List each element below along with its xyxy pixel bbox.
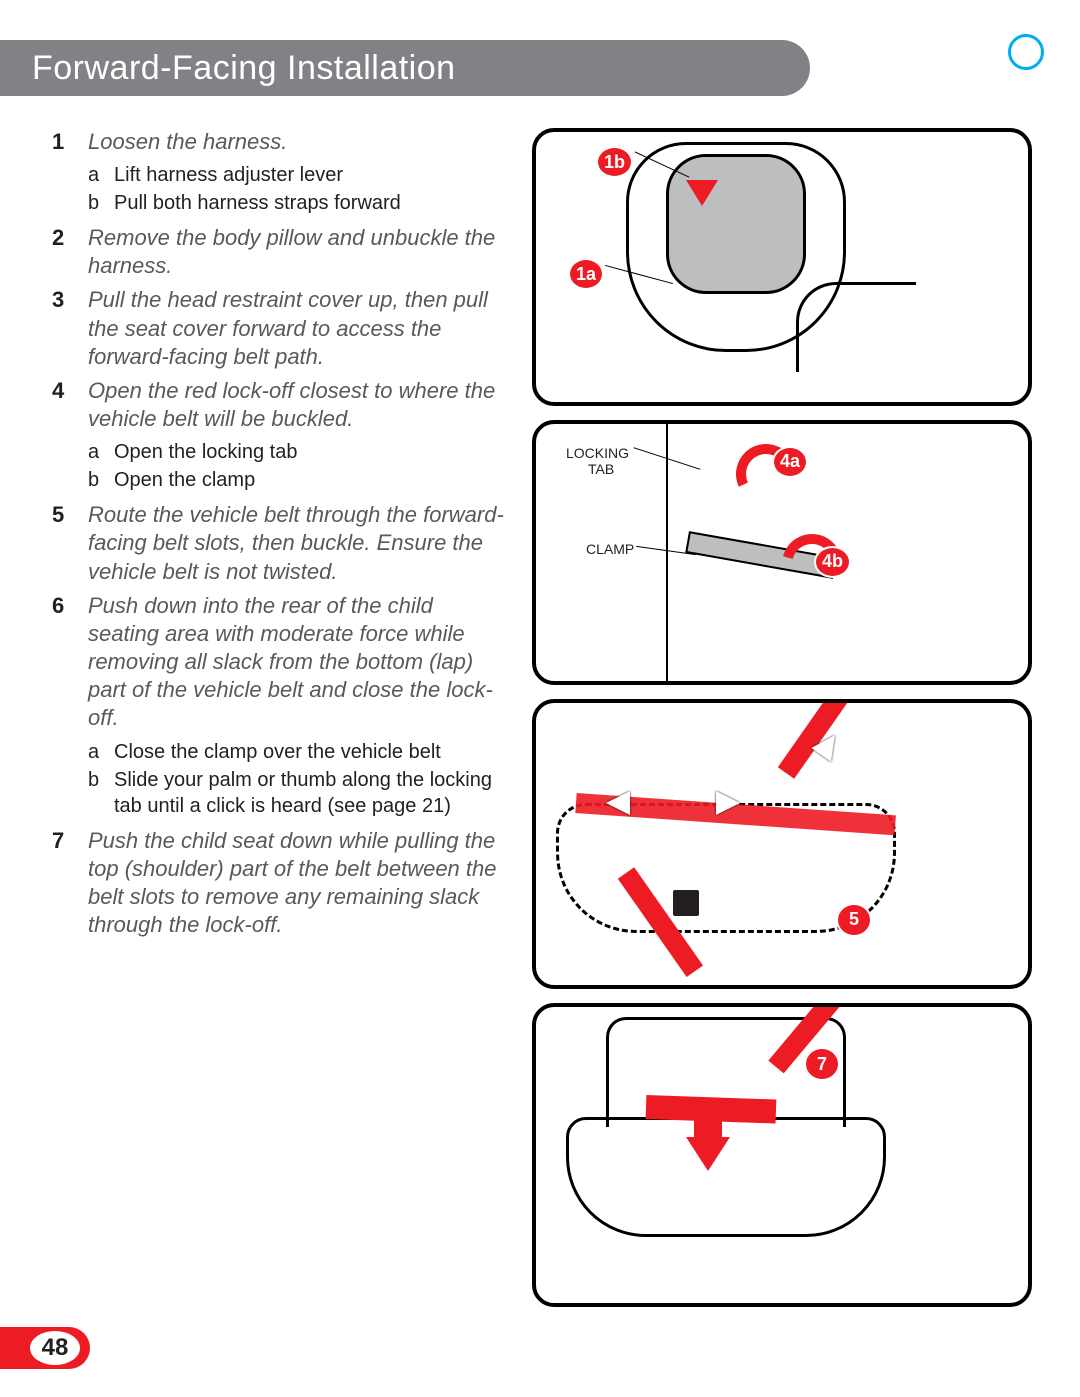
instruction-list: 1 Loosen the harness. a Lift harness adj… (48, 128, 508, 1307)
step-6-subs: a Close the clamp over the vehicle belt … (88, 739, 508, 819)
figure-3: 5 (532, 699, 1032, 990)
substep-text: Slide your palm or thumb along the locki… (114, 767, 508, 819)
substep-text: Close the clamp over the vehicle belt (114, 739, 508, 765)
substep-letter: a (88, 439, 114, 465)
info-circle-icon (1008, 34, 1044, 70)
step-text: Pull the head restraint cover up, then p… (88, 286, 508, 370)
step-text: Push the child seat down while pulling t… (88, 827, 508, 940)
substep-text: Open the clamp (114, 467, 508, 493)
step-number: 4 (48, 377, 88, 433)
step-number: 5 (48, 501, 88, 585)
substep-letter: b (88, 190, 114, 216)
step-4: 4 Open the red lock-off closest to where… (48, 377, 508, 433)
step-text: Remove the body pillow and unbuckle the … (88, 224, 508, 280)
content-area: 1 Loosen the harness. a Lift harness adj… (48, 128, 1032, 1307)
callout-4a: 4a (772, 446, 808, 478)
callout-1b: 1b (596, 146, 633, 178)
label-tab: TAB (588, 462, 614, 477)
figure-2: LOCKING TAB CLAMP 4a 4b (532, 420, 1032, 685)
substep-text: Pull both harness straps forward (114, 190, 508, 216)
figure-column: 1b 1a LOCKING TAB CLAMP 4a 4b (532, 128, 1032, 1307)
page-title: Forward-Facing Installation (32, 49, 456, 88)
step-5: 5 Route the vehicle belt through the for… (48, 501, 508, 585)
figure-1: 1b 1a (532, 128, 1032, 406)
substep: a Close the clamp over the vehicle belt (88, 739, 508, 765)
substep-letter: a (88, 739, 114, 765)
substep: a Lift harness adjuster lever (88, 162, 508, 188)
step-number: 6 (48, 592, 88, 733)
page-number: 48 (30, 1331, 80, 1365)
step-2: 2 Remove the body pillow and unbuckle th… (48, 224, 508, 280)
step-1: 1 Loosen the harness. (48, 128, 508, 156)
substep-letter: b (88, 467, 114, 493)
substep-text: Open the locking tab (114, 439, 508, 465)
step-number: 3 (48, 286, 88, 370)
page-number-badge: 48 (0, 1327, 90, 1369)
callout-5: 5 (836, 903, 872, 937)
step-3: 3 Pull the head restraint cover up, then… (48, 286, 508, 370)
step-number: 1 (48, 128, 88, 156)
figure-4: 7 (532, 1003, 1032, 1307)
step-1-subs: a Lift harness adjuster lever b Pull bot… (88, 162, 508, 216)
substep-letter: a (88, 162, 114, 188)
substep: a Open the locking tab (88, 439, 508, 465)
step-text: Open the red lock-off closest to where t… (88, 377, 508, 433)
step-number: 2 (48, 224, 88, 280)
step-6: 6 Push down into the rear of the child s… (48, 592, 508, 733)
step-text: Route the vehicle belt through the forwa… (88, 501, 508, 585)
step-4-subs: a Open the locking tab b Open the clamp (88, 439, 508, 493)
callout-4b: 4b (814, 546, 851, 578)
label-locking: LOCKING (566, 446, 629, 461)
substep: b Slide your palm or thumb along the loc… (88, 767, 508, 819)
step-text: Loosen the harness. (88, 128, 508, 156)
substep: b Pull both harness straps forward (88, 190, 508, 216)
substep: b Open the clamp (88, 467, 508, 493)
callout-1a: 1a (568, 258, 604, 290)
step-text: Push down into the rear of the child sea… (88, 592, 508, 733)
step-7: 7 Push the child seat down while pulling… (48, 827, 508, 940)
header-bar: Forward-Facing Installation (0, 40, 810, 96)
label-clamp: CLAMP (586, 542, 634, 557)
step-number: 7 (48, 827, 88, 940)
substep-text: Lift harness adjuster lever (114, 162, 508, 188)
substep-letter: b (88, 767, 114, 819)
